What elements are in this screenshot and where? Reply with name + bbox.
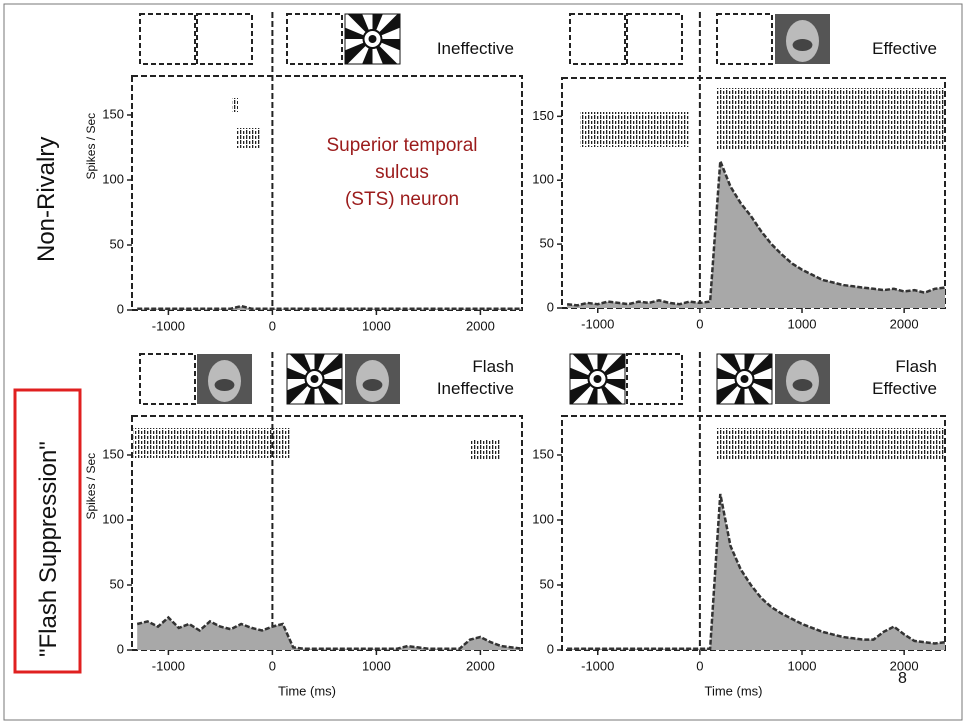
- y-tick-label: 100: [532, 511, 554, 526]
- x-tick-label: 0: [696, 658, 703, 673]
- empty-stimulus: [626, 13, 683, 65]
- x-tick-label: 1000: [362, 318, 391, 333]
- row-label: Non-Rivalry: [33, 136, 60, 262]
- x-tick-label: 1000: [788, 316, 817, 331]
- wedge: [362, 39, 373, 64]
- y-tick-label: 150: [102, 106, 124, 121]
- panel-title: Flash Ineffective: [436, 357, 514, 398]
- y-tick-label: 50: [110, 576, 124, 591]
- sunburst-dot: [593, 375, 602, 383]
- y-tick-label: 150: [532, 446, 554, 461]
- y-tick-label: 100: [532, 172, 554, 187]
- raster: [133, 428, 290, 458]
- x-tick-label: 0: [269, 658, 276, 673]
- y-tick-label: 150: [102, 446, 124, 461]
- empty-stimulus: [286, 13, 343, 65]
- y-tick-label: 0: [117, 301, 124, 316]
- wedge: [587, 379, 598, 404]
- raster: [236, 128, 260, 148]
- psth-fill: [137, 617, 522, 650]
- psth-line: [567, 493, 946, 650]
- x-tick-label: 2000: [466, 658, 495, 673]
- highlight-box: [13, 388, 82, 674]
- page-number: 8: [898, 670, 907, 687]
- x-tick-label: -1000: [581, 316, 614, 331]
- y-tick-label: 0: [117, 641, 124, 656]
- y-tick-label: 100: [102, 511, 124, 526]
- empty-stimulus: [569, 13, 626, 65]
- psth-line: [136, 615, 523, 650]
- wedge: [744, 354, 755, 379]
- sunburst-dot: [368, 35, 377, 43]
- raster: [232, 98, 238, 112]
- wedge: [597, 354, 608, 379]
- x-tick-label: -1000: [152, 318, 185, 333]
- y-axis-label: Spikes / Sec: [84, 453, 98, 520]
- wedge: [372, 14, 383, 39]
- panel-title: Flash Effective: [872, 357, 937, 398]
- wedge: [744, 379, 772, 391]
- wedge: [372, 39, 400, 51]
- annotation: Superior temporal sulcus (STS) neuron: [326, 135, 478, 210]
- empty-stimulus: [139, 353, 196, 405]
- x-axis-label: Time (ms): [704, 683, 762, 698]
- slide-frame: [3, 3, 963, 721]
- empty-stimulus: [626, 353, 683, 405]
- raster: [717, 428, 945, 460]
- x-tick-label: 0: [696, 316, 703, 331]
- y-tick-label: 50: [540, 576, 554, 591]
- wedge: [304, 379, 315, 404]
- wedge: [314, 379, 342, 391]
- y-tick-label: 50: [540, 236, 554, 251]
- face-shade: [214, 379, 235, 391]
- psth-line: [137, 304, 522, 310]
- panel-title: Effective: [872, 39, 937, 58]
- raster: [717, 88, 945, 150]
- x-axis-label: Time (ms): [278, 683, 336, 698]
- sunburst-dot: [740, 375, 749, 383]
- empty-stimulus: [139, 13, 196, 65]
- wedge: [314, 354, 325, 379]
- face-shade: [792, 379, 813, 391]
- empty-stimulus: [716, 13, 773, 65]
- wedge: [570, 367, 598, 379]
- wedge: [345, 27, 373, 39]
- plot-frame: [561, 415, 946, 651]
- y-tick-label: 0: [547, 299, 554, 314]
- x-tick-label: 2000: [890, 316, 919, 331]
- wedge: [597, 379, 625, 391]
- raster: [580, 112, 690, 147]
- x-tick-label: -1000: [152, 658, 185, 673]
- face-shade: [792, 39, 813, 51]
- wedge: [347, 14, 373, 39]
- wedge: [287, 367, 315, 379]
- y-tick-label: 150: [532, 108, 554, 123]
- x-tick-label: 1000: [788, 658, 817, 673]
- face-shade: [362, 379, 383, 391]
- x-tick-label: -1000: [581, 658, 614, 673]
- psth-fill: [567, 494, 945, 650]
- psth-fill: [567, 161, 945, 308]
- wedge: [734, 379, 745, 404]
- y-axis-label: Spikes / Sec: [84, 113, 98, 180]
- row-label: "Flash Suppression": [35, 441, 62, 657]
- raster: [470, 440, 500, 460]
- y-tick-label: 0: [547, 641, 554, 656]
- x-tick-label: 1000: [362, 658, 391, 673]
- psth-line: [566, 160, 946, 307]
- x-tick-label: 2000: [890, 658, 919, 673]
- wedge: [717, 367, 745, 379]
- x-tick-label: 0: [269, 318, 276, 333]
- panel-title: Ineffective: [436, 39, 514, 58]
- empty-stimulus: [196, 13, 253, 65]
- x-tick-label: 2000: [466, 318, 495, 333]
- y-tick-label: 100: [102, 171, 124, 186]
- sunburst-dot: [310, 375, 319, 383]
- y-tick-label: 50: [110, 236, 124, 251]
